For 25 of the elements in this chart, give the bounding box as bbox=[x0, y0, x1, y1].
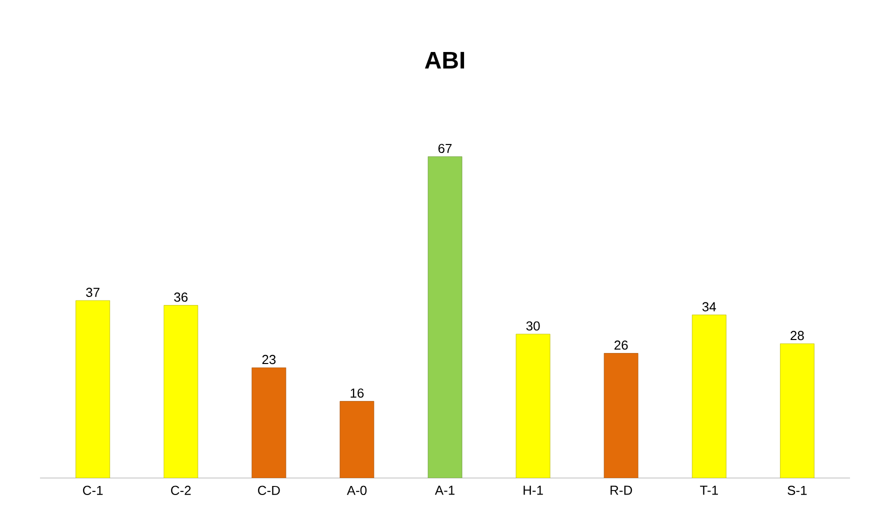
data-label: 36 bbox=[174, 292, 188, 302]
x-tick-label: C-D bbox=[258, 486, 280, 496]
data-label: 30 bbox=[526, 321, 540, 331]
data-label: 26 bbox=[614, 340, 628, 350]
x-tick-label: T-1 bbox=[700, 486, 718, 495]
x-tick-label: A-1 bbox=[434, 486, 454, 495]
bar bbox=[340, 401, 374, 478]
chart-title: ABI bbox=[424, 52, 464, 68]
x-tick-label: S-1 bbox=[788, 486, 807, 496]
bar bbox=[428, 156, 462, 478]
x-tick-label: C-1 bbox=[83, 486, 103, 496]
bar bbox=[780, 343, 814, 478]
bar bbox=[76, 300, 110, 478]
data-label: 23 bbox=[262, 354, 276, 364]
bar bbox=[692, 314, 726, 478]
data-label: 37 bbox=[86, 288, 100, 297]
data-label: 28 bbox=[790, 330, 804, 340]
x-tick-label: C-2 bbox=[171, 486, 191, 496]
data-label: 16 bbox=[350, 388, 364, 398]
x-tick-label: H-1 bbox=[524, 486, 543, 495]
data-label: 34 bbox=[702, 302, 716, 312]
data-label: 67 bbox=[438, 144, 452, 154]
bar bbox=[604, 353, 638, 478]
x-tick-label: A-0 bbox=[346, 486, 367, 496]
x-tick-label: R-D bbox=[610, 486, 632, 495]
